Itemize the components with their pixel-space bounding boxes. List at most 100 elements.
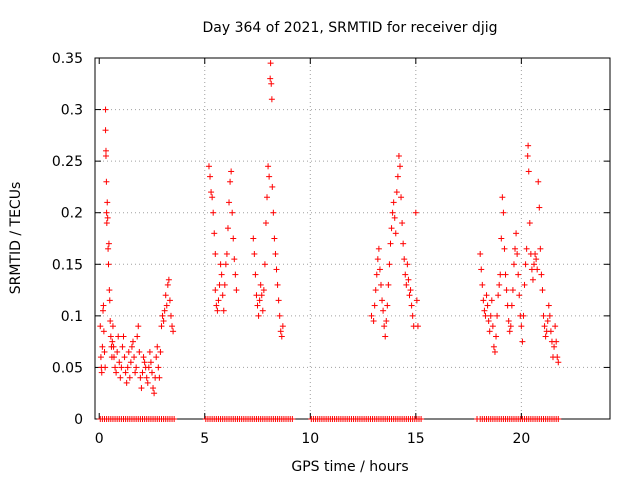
data-point [393, 189, 400, 196]
data-point [537, 245, 544, 252]
data-point [158, 323, 165, 330]
data-point [212, 287, 219, 294]
data-point [406, 292, 413, 299]
data-point [264, 194, 271, 201]
data-point [271, 235, 278, 242]
data-point [489, 323, 496, 330]
data-point [228, 168, 235, 175]
data-point [389, 209, 396, 216]
data-point [123, 379, 130, 386]
data-point [505, 318, 512, 325]
data-point [259, 307, 266, 314]
data-point [523, 245, 530, 252]
data-point [386, 261, 393, 268]
data-point [216, 281, 223, 288]
data-point [171, 416, 178, 422]
data-point [230, 235, 237, 242]
data-point [532, 250, 539, 257]
data-point [101, 348, 108, 355]
data-point [491, 348, 498, 355]
data-point [391, 214, 398, 221]
data-point [109, 323, 116, 330]
data-point [524, 152, 531, 159]
data-point [102, 147, 109, 154]
data-point [414, 323, 421, 330]
x-tick-label: 0 [95, 431, 104, 447]
data-point [525, 168, 532, 175]
data-point [205, 163, 212, 170]
data-point [513, 230, 520, 237]
x-tick-label: 20 [512, 431, 530, 447]
data-point [207, 173, 214, 180]
data-point [231, 256, 238, 263]
data-point [518, 323, 525, 330]
data-point [289, 416, 296, 422]
data-point [521, 281, 528, 288]
data-point [394, 173, 401, 180]
data-point [102, 127, 109, 134]
data-point [499, 194, 506, 201]
data-point [120, 333, 127, 340]
data-point [229, 209, 236, 216]
data-point [541, 323, 548, 330]
data-point [374, 256, 381, 263]
data-point [269, 183, 276, 190]
y-tick-label: 0.3 [61, 103, 83, 119]
data-point [213, 302, 220, 309]
data-point [256, 297, 263, 304]
data-point [105, 240, 112, 247]
data-point [480, 297, 487, 304]
data-point [270, 209, 277, 216]
data-point [257, 281, 264, 288]
data-point [105, 261, 112, 268]
data-point [387, 240, 394, 247]
data-point [113, 369, 120, 376]
data-point [161, 307, 168, 314]
data-point [215, 297, 222, 304]
data-point [232, 271, 239, 278]
data-point [273, 266, 280, 273]
y-tick-label: 0.25 [52, 154, 83, 170]
data-point [488, 297, 495, 304]
data-point [479, 281, 486, 288]
data-point [483, 292, 490, 299]
data-point [102, 152, 109, 159]
data-point [498, 235, 505, 242]
data-point [136, 348, 143, 355]
data-point [500, 209, 507, 216]
data-point [376, 266, 383, 273]
data-point [98, 369, 105, 376]
data-point [121, 354, 128, 361]
grid [95, 58, 610, 419]
data-point [502, 271, 509, 278]
data-point [267, 60, 274, 67]
data-point [145, 364, 152, 371]
data-point [509, 287, 516, 294]
data-point [494, 312, 501, 319]
data-point [118, 364, 125, 371]
data-point [218, 271, 225, 278]
data-point [534, 266, 541, 273]
axis-ticks [95, 57, 610, 420]
data-point [501, 245, 508, 252]
data-point [250, 235, 257, 242]
data-point [554, 354, 561, 361]
data-point [477, 250, 484, 257]
data-point [100, 307, 107, 314]
data-point [372, 287, 379, 294]
data-point [253, 292, 260, 299]
data-point [162, 292, 169, 299]
data-point [382, 333, 389, 340]
data-point [170, 328, 177, 335]
data-point [399, 220, 406, 227]
data-point [519, 338, 526, 345]
data-point [157, 348, 164, 355]
data-point [370, 318, 377, 325]
data-point [531, 261, 538, 268]
data-point [268, 96, 275, 103]
data-point [277, 328, 284, 335]
data-point [503, 287, 510, 294]
data-point [512, 245, 519, 252]
data-point [395, 152, 402, 159]
